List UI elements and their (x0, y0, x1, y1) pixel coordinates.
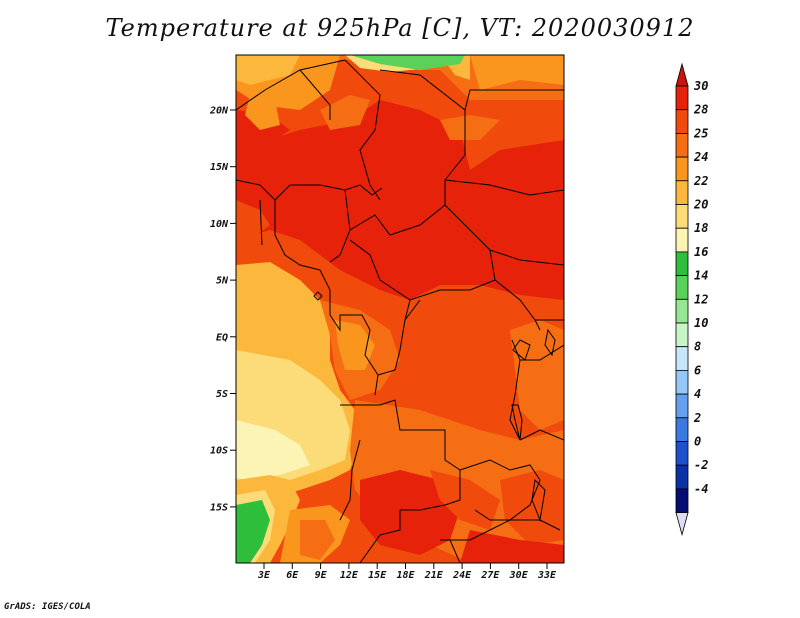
map-frame (235, 54, 565, 564)
colorbar-label: 20 (693, 198, 708, 212)
lon-tick-label: 12E (340, 570, 359, 581)
lat-tick-label: 15N (210, 162, 229, 173)
colorbar-swatch (675, 488, 689, 513)
lon-tick-label: 18E (396, 570, 415, 581)
colorbar-label: 16 (694, 245, 708, 259)
colorbar-label: 14 (694, 269, 708, 283)
colorbar-label: 8 (694, 340, 701, 354)
country-borders (236, 59, 564, 563)
colorbar-label: 28 (693, 103, 708, 117)
colorbar-swatch (675, 204, 689, 229)
colorbar-label: -4 (694, 482, 708, 496)
lon-tick-label: 6E (286, 570, 299, 581)
colorbar-label: 25 (693, 126, 708, 140)
colorbar-swatch (675, 346, 689, 371)
colorbar-label: 2 (693, 411, 701, 425)
colorbar-swatch (675, 251, 689, 276)
colorbar-top-arrow (675, 62, 689, 87)
map-title: Temperature at 925hPa [C], VT: 202003091… (105, 14, 695, 42)
lon-tick-label: 3E (257, 570, 271, 581)
colorbar-label: 12 (694, 292, 708, 306)
lat-tick-label: 15S (210, 502, 228, 513)
colorbar-swatch (675, 369, 689, 395)
colorbar-swatch (675, 464, 689, 490)
colorbar-swatch (675, 156, 689, 182)
lon-tick-label: 9E (315, 570, 328, 581)
colorbar-label: 22 (693, 174, 708, 188)
lat-tick-label: 5N (216, 276, 229, 287)
lat-tick-label: EQ (216, 332, 228, 343)
colorbar-swatch (675, 275, 689, 300)
lon-tick-label: 33E (537, 570, 557, 581)
lon-tick-label: 21E (424, 570, 444, 581)
colorbar-swatch (675, 393, 689, 419)
colorbar-swatch (675, 132, 689, 158)
colorbar-label: 6 (694, 363, 701, 377)
longitude-axis: 3E 6E 9E 12E 15E 18E 21E 24E 27E 30E 33E (257, 563, 557, 581)
colorbar-swatch (675, 109, 689, 134)
lat-tick-label: 10S (210, 446, 228, 457)
lon-tick-label: 24E (452, 570, 472, 581)
colorbar-label: 4 (694, 387, 701, 401)
lon-tick-label: 27E (480, 570, 500, 581)
lat-tick-label: 5S (216, 389, 228, 400)
colorbar-swatch (675, 322, 689, 348)
temperature-field (236, 55, 564, 563)
lon-tick-label: 30E (509, 570, 529, 581)
lon-tick-label: 15E (368, 570, 387, 581)
colorbar-label: 0 (694, 435, 701, 449)
colorbar-label: -2 (694, 458, 708, 472)
lat-tick-label: 10N (210, 219, 229, 230)
colorbar-swatch (675, 441, 689, 466)
colorbar-label: 18 (694, 221, 708, 235)
grads-credit: GrADS: IGES/COLA (4, 602, 91, 612)
colorbar-swatch (675, 227, 689, 253)
colorbar-swatch (675, 417, 689, 442)
colorbar-label: 24 (693, 150, 708, 164)
colorbar-swatch (675, 85, 689, 111)
colorbar-swatch (675, 180, 689, 205)
colorbar-swatch (675, 298, 689, 324)
colorbar-bottom-arrow (675, 512, 689, 537)
colorbar-label: 30 (693, 79, 708, 93)
colorbar-label: 10 (694, 316, 708, 330)
lat-tick-label: 20N (209, 106, 229, 117)
latitude-axis: 20N 15N 10N 5N EQ 5S 10S 15S (209, 106, 236, 513)
